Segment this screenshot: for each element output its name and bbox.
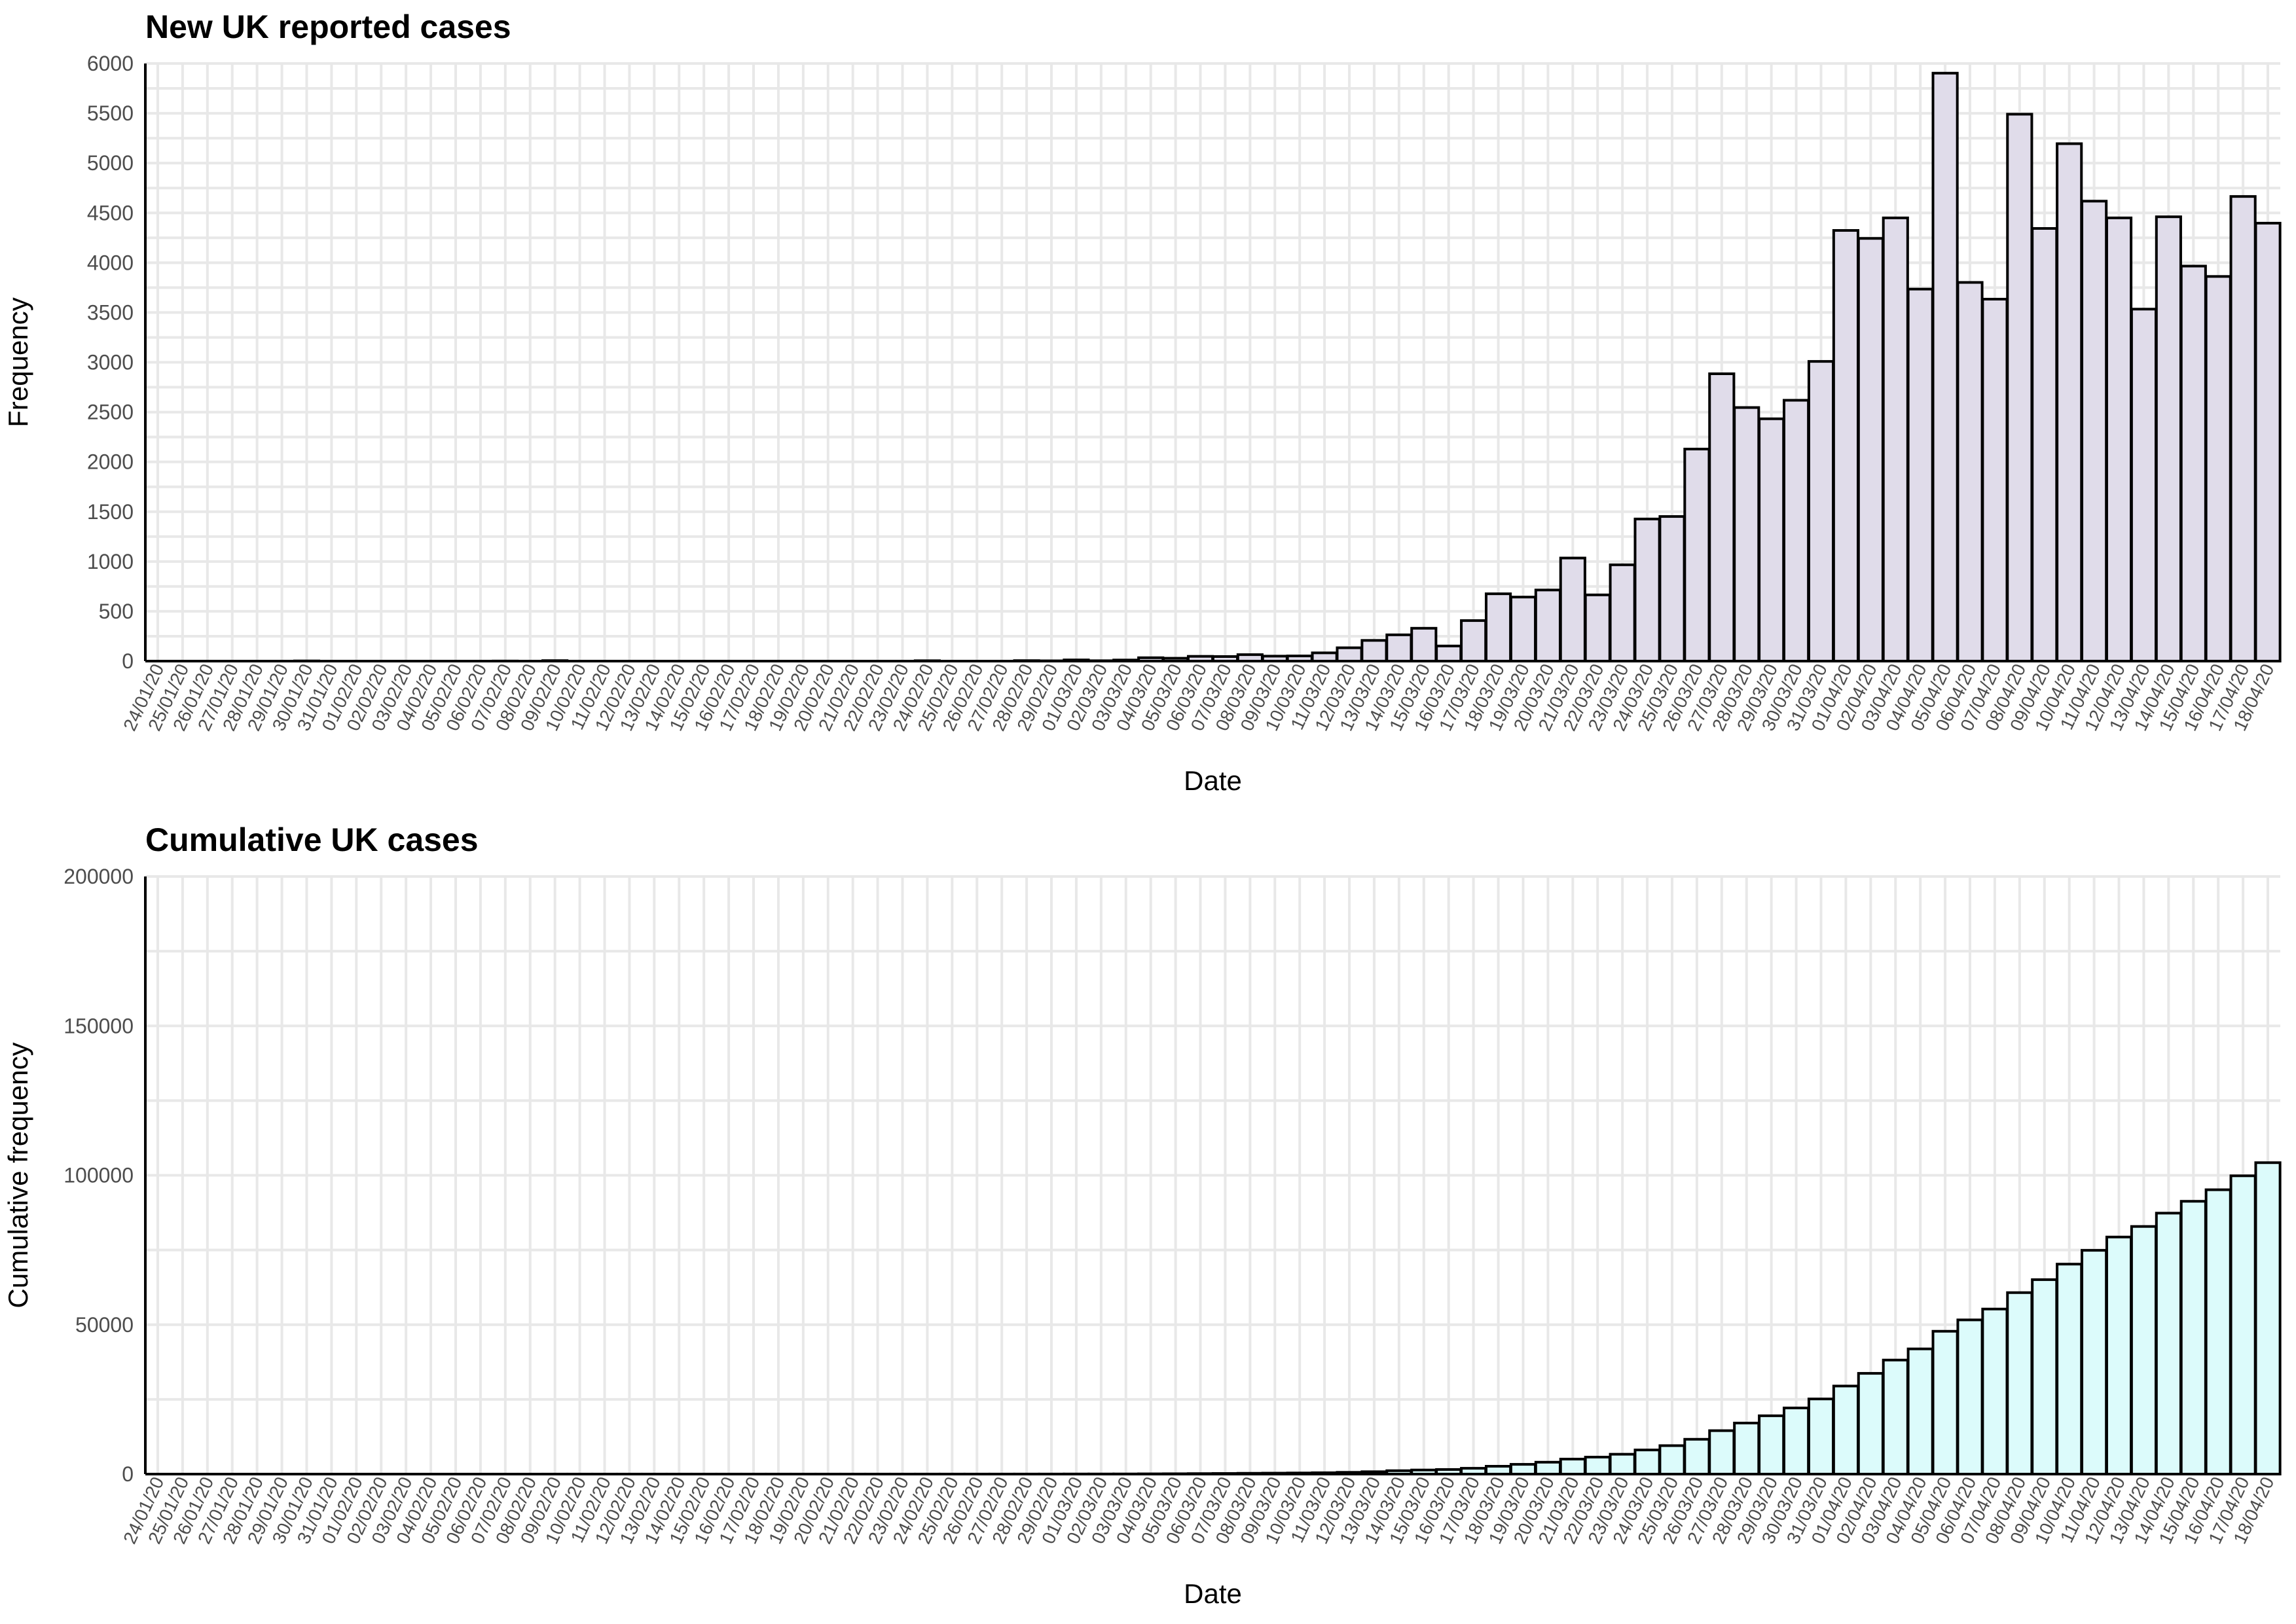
bar bbox=[2056, 1263, 2083, 1476]
bar bbox=[1559, 556, 1586, 662]
new-cases-chart: 0 500 1000 1500 2000 2500 3000 3500 4000 4500 5000… bbox=[3, 9, 2282, 796]
bar bbox=[1509, 1463, 1537, 1475]
bar bbox=[2204, 1188, 2232, 1476]
y-tick-label: 200000 bbox=[64, 865, 134, 888]
bar bbox=[1633, 517, 1661, 662]
bar bbox=[2254, 1161, 2282, 1476]
y-tick-label: 4500 bbox=[87, 201, 134, 225]
bar bbox=[1509, 596, 1537, 663]
bar bbox=[1708, 1429, 1736, 1475]
cumulative-gridlines bbox=[145, 875, 2280, 1475]
bar bbox=[2081, 200, 2108, 663]
bar bbox=[1906, 287, 1934, 663]
y-tick-label: 1500 bbox=[87, 500, 134, 524]
bar bbox=[1435, 644, 1463, 662]
bar bbox=[1683, 1437, 1711, 1476]
bar bbox=[1584, 593, 1611, 662]
new-cases-y-axis-label: Frequency bbox=[3, 297, 33, 427]
bar bbox=[1956, 281, 1984, 662]
bar bbox=[1857, 237, 1884, 663]
bar bbox=[1758, 1414, 1785, 1476]
bar bbox=[1410, 626, 1438, 662]
bar bbox=[2105, 216, 2133, 662]
bar bbox=[2229, 1174, 2257, 1475]
bar bbox=[2254, 221, 2282, 662]
bar bbox=[1832, 229, 1860, 663]
bar bbox=[1559, 1458, 1586, 1475]
bar bbox=[1882, 1358, 1909, 1476]
bar bbox=[1534, 1460, 1561, 1476]
bar bbox=[1956, 1318, 1984, 1475]
bar bbox=[1783, 1406, 1810, 1475]
cumulative-cases-chart: 05000010000015000020000024/01/2025/01/20… bbox=[3, 821, 2282, 1609]
cumulative-x-axis-label: Date bbox=[1184, 1578, 1242, 1609]
new-cases-bars bbox=[293, 71, 2282, 663]
cumulative-bars bbox=[293, 1161, 2282, 1476]
bar bbox=[2155, 1212, 2182, 1475]
y-tick-label: 2500 bbox=[87, 401, 134, 424]
cumulative-chart-title: Cumulative UK cases bbox=[145, 821, 479, 858]
cumulative-y-axis-label: Cumulative frequency bbox=[3, 1042, 33, 1308]
y-tick-label: 1000 bbox=[87, 550, 134, 573]
y-tick-label: 0 bbox=[122, 1462, 134, 1486]
bar bbox=[2031, 226, 2058, 663]
bar bbox=[1360, 639, 1388, 662]
bar bbox=[1931, 1329, 1959, 1476]
bar bbox=[1981, 1307, 2009, 1476]
bar bbox=[1534, 588, 1561, 663]
bar bbox=[1609, 1453, 1636, 1476]
bar bbox=[2179, 264, 2207, 662]
bar bbox=[2229, 195, 2257, 662]
bar bbox=[1484, 592, 1512, 662]
new-cases-chart-title: New UK reported cases bbox=[145, 9, 511, 45]
bar bbox=[2031, 1278, 2058, 1475]
y-tick-label: 0 bbox=[122, 649, 134, 673]
bar bbox=[2006, 113, 2033, 663]
bar bbox=[2130, 308, 2158, 663]
y-tick-label: 500 bbox=[99, 600, 134, 623]
bar bbox=[1807, 1398, 1835, 1475]
y-tick-label: 2000 bbox=[87, 450, 134, 474]
bar bbox=[1981, 298, 2009, 663]
bar bbox=[1758, 417, 1785, 662]
bar bbox=[1658, 1444, 1686, 1475]
y-tick-label: 5500 bbox=[87, 101, 134, 125]
bar bbox=[1832, 1384, 1860, 1475]
bar bbox=[1683, 448, 1711, 662]
y-tick-label: 3500 bbox=[87, 300, 134, 324]
bar bbox=[1857, 1372, 1884, 1476]
bar bbox=[1658, 515, 1686, 663]
bar bbox=[2056, 142, 2083, 663]
bar bbox=[2179, 1200, 2207, 1475]
bar bbox=[1584, 1456, 1611, 1476]
y-tick-label: 100000 bbox=[64, 1164, 134, 1187]
bar bbox=[1783, 399, 1810, 663]
bar bbox=[1882, 216, 1909, 662]
bar bbox=[2155, 215, 2182, 662]
bar bbox=[1633, 1449, 1661, 1475]
y-tick-label: 50000 bbox=[75, 1313, 134, 1337]
bar bbox=[1460, 619, 1487, 663]
bar bbox=[1906, 1347, 1934, 1476]
bar bbox=[1733, 406, 1760, 662]
bar bbox=[2130, 1225, 2158, 1475]
y-tick-label: 5000 bbox=[87, 151, 134, 175]
y-tick-label: 6000 bbox=[87, 52, 134, 75]
bar bbox=[2105, 1235, 2133, 1475]
bar bbox=[1931, 71, 1959, 662]
bar bbox=[1609, 563, 1636, 663]
bar bbox=[1708, 372, 1736, 662]
bar bbox=[2204, 275, 2232, 662]
bar bbox=[2006, 1291, 2033, 1476]
bar bbox=[1336, 646, 1363, 663]
bar bbox=[1733, 1421, 1760, 1476]
y-tick-label: 150000 bbox=[64, 1014, 134, 1038]
y-tick-label: 3000 bbox=[87, 351, 134, 374]
bar bbox=[1807, 360, 1835, 662]
bar bbox=[2081, 1249, 2108, 1476]
bar bbox=[1385, 633, 1413, 663]
new-cases-x-axis-label: Date bbox=[1184, 765, 1242, 796]
y-tick-label: 4000 bbox=[87, 251, 134, 274]
